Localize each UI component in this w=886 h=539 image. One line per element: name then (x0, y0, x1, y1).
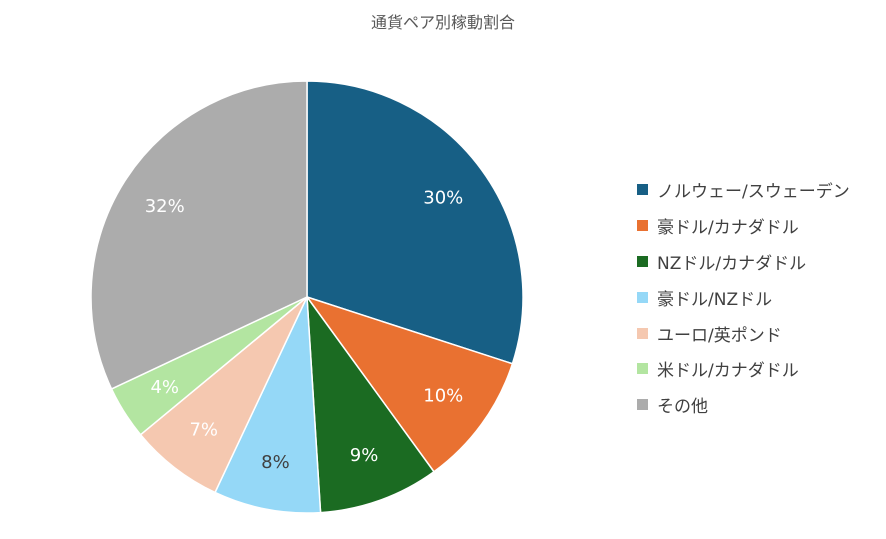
legend-item: 豪ドル/カナダドル (637, 208, 850, 244)
legend: ノルウェー/スウェーデン 豪ドル/カナダドル NZドル/カナダドル 豪ドル/NZドルユ… (637, 172, 850, 423)
slice-label: 9% (350, 445, 379, 466)
legend-label: 豪ドル/カナダドル (657, 218, 799, 239)
slice-label: 7% (189, 420, 218, 441)
legend-label: NZドル/カナダドル (657, 253, 807, 274)
legend-label: 豪ドル/NZドル (657, 289, 773, 310)
legend-item: ユーロ/英ポンド (637, 315, 850, 351)
legend-label: ノルウェー/スウェーデン (657, 182, 850, 203)
legend-swatch (637, 399, 648, 411)
pie-slice (214, 296, 322, 514)
legend-item: NZドル/カナダドル (637, 244, 850, 280)
legend-item: その他 (637, 387, 850, 423)
legend-item: 米ドル/カナダドル (637, 351, 850, 387)
legend-label: ユーロ/英ポンド (657, 325, 782, 346)
pie-slice (306, 80, 524, 365)
legend-swatch (637, 291, 648, 303)
legend-label: その他 (657, 397, 708, 418)
legend-label: 米ドル/カナダドル (657, 361, 799, 382)
legend-swatch (637, 184, 648, 196)
legend-swatch (637, 363, 648, 375)
slice-label: 30% (423, 187, 463, 208)
slice-label: 8% (261, 452, 290, 473)
pie-slice (305, 295, 514, 473)
slice-label: 10% (423, 386, 463, 407)
legend-swatch (637, 220, 648, 232)
legend-swatch (637, 255, 648, 267)
legend-item: ノルウェー/スウェーデン (637, 172, 850, 208)
slice-label: 4% (150, 377, 179, 398)
slice-label: 32% (145, 196, 185, 217)
legend-item: 豪ドル/NZドル (637, 279, 850, 315)
legend-swatch (637, 327, 648, 339)
chart-title: 通貨ペア別稼動割合 (370, 13, 515, 32)
pie-slice (90, 80, 308, 390)
pie-slice (306, 294, 436, 514)
